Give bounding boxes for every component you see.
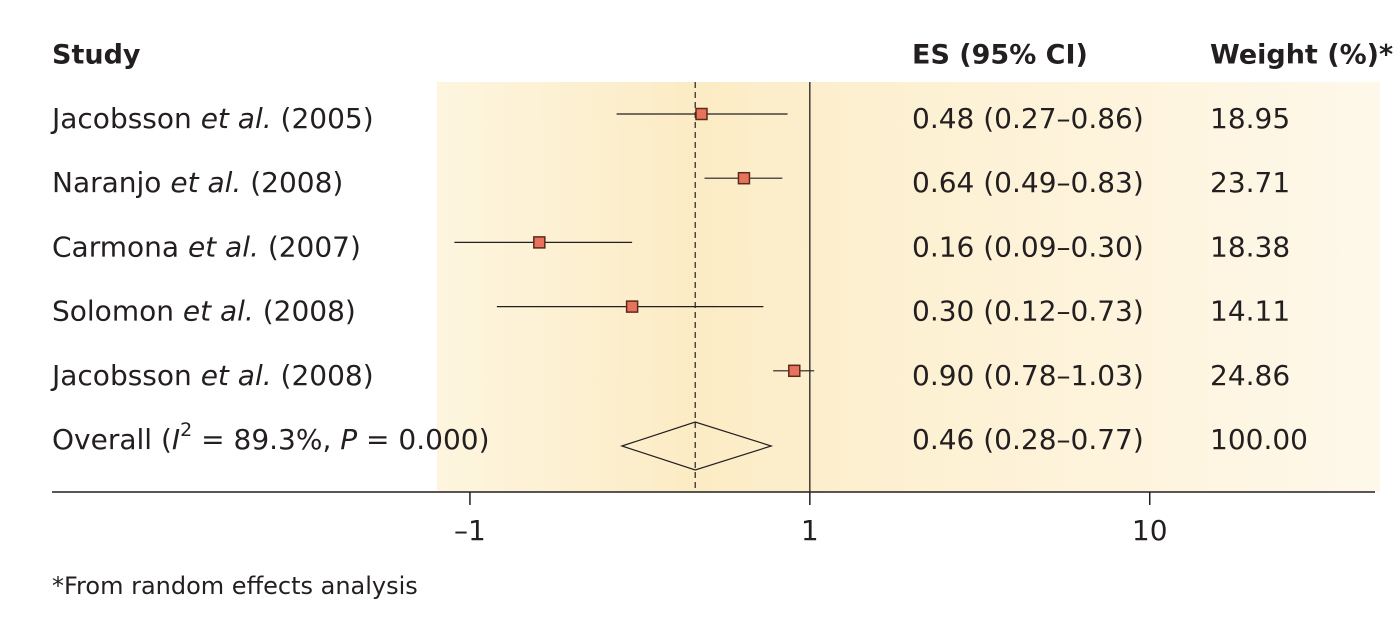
es-label: 0.30 (0.12–0.73) — [912, 295, 1144, 328]
et-al: et al. — [183, 295, 254, 328]
es-label: 0.16 (0.09–0.30) — [912, 230, 1144, 263]
overall-label-part: P — [340, 423, 357, 456]
study-author: Naranjo — [52, 166, 161, 199]
study-author: Carmona — [52, 230, 179, 263]
overall-label-part: 2 — [180, 419, 192, 441]
footnote: *From random effects analysis — [52, 572, 418, 600]
weight-label: 100.00 — [1210, 423, 1308, 456]
study-year: (2005) — [281, 102, 374, 135]
weight-header: Weight (%)* — [1210, 40, 1393, 71]
study-author: Solomon — [52, 295, 174, 328]
es-label: 0.48 (0.27–0.86) — [912, 102, 1144, 135]
x-tick-label: 10 — [1132, 514, 1168, 547]
weight-label: 24.86 — [1210, 359, 1290, 392]
overall-label-part: = 0.000) — [357, 423, 489, 456]
overall-label-part: I — [172, 423, 180, 456]
es-label: 0.90 (0.78–1.03) — [912, 359, 1144, 392]
plot-background — [437, 82, 1380, 492]
overall-label: Overall (I2 = 89.3%, P = 0.000) — [52, 419, 490, 457]
point-estimate — [788, 364, 801, 378]
study-header: Study — [52, 40, 141, 71]
study-year: (2008) — [250, 166, 343, 199]
point-estimate — [695, 107, 708, 121]
study-year: (2008) — [281, 359, 374, 392]
et-al: et al. — [201, 359, 272, 392]
study-label: Jacobsson et al. (2008) — [50, 359, 374, 392]
study-label: Carmona et al. (2007) — [52, 230, 361, 263]
weight-label: 23.71 — [1210, 166, 1290, 199]
point-estimate — [737, 171, 751, 185]
study-label: Solomon et al. (2008) — [52, 295, 356, 328]
weight-label: 18.38 — [1210, 230, 1290, 263]
study-year: (2007) — [268, 230, 361, 263]
es-label: 0.64 (0.49–0.83) — [912, 166, 1144, 199]
point-estimate — [533, 236, 546, 249]
es-header: ES (95% CI) — [912, 40, 1088, 71]
study-label: Jacobsson et al. (2005) — [50, 102, 374, 135]
x-tick-label: 1 — [801, 514, 819, 547]
study-label: Naranjo et al. (2008) — [52, 166, 343, 199]
et-al: et al. — [170, 166, 241, 199]
study-year: (2008) — [263, 295, 356, 328]
et-al: et al. — [201, 102, 272, 135]
overall-diamond — [619, 421, 774, 471]
overall-label-part: Overall ( — [52, 423, 172, 456]
et-al: et al. — [188, 230, 259, 263]
study-author: Jacobsson — [50, 359, 192, 392]
weight-label: 18.95 — [1210, 102, 1290, 135]
overall-label-part: = 89.3%, — [192, 423, 340, 456]
es-label: 0.46 (0.28–0.77) — [912, 423, 1144, 456]
study-author: Jacobsson — [50, 102, 192, 135]
x-tick-label: –1 — [454, 514, 486, 547]
point-estimate — [625, 300, 639, 313]
weight-label: 14.11 — [1210, 295, 1290, 328]
